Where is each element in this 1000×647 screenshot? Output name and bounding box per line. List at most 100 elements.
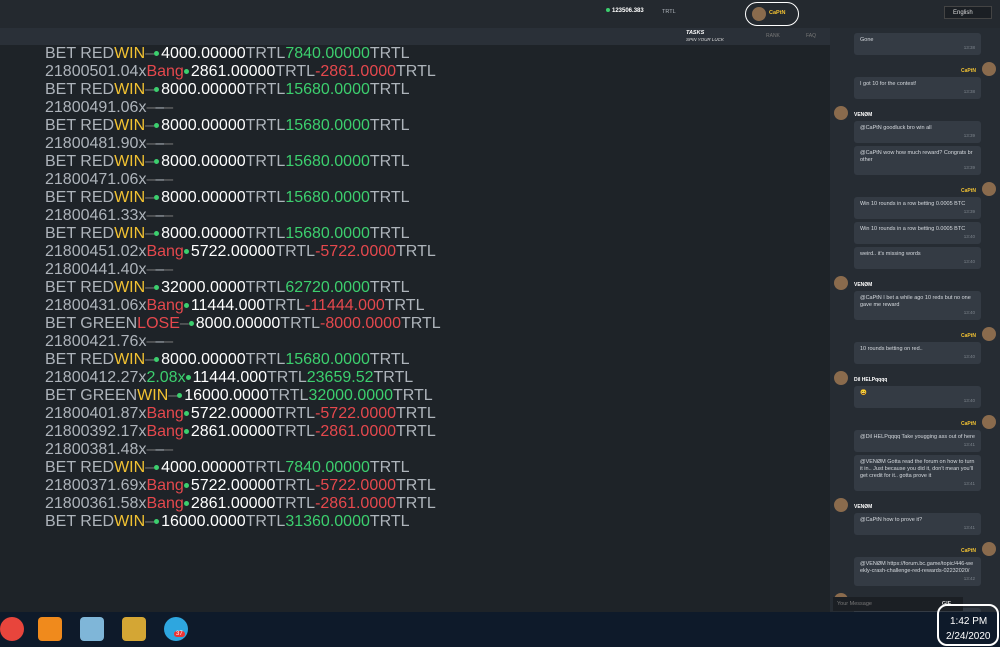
- coin: [183, 501, 189, 507]
- cell-text: BET RED: [45, 351, 115, 368]
- cell-f: -2861.0000: [315, 495, 396, 512]
- telegram-icon[interactable]: 37: [164, 617, 188, 641]
- chat-avatar: [982, 62, 996, 76]
- table-row: 21800471.06x–––: [45, 171, 475, 189]
- currency[interactable]: TRTL: [662, 9, 676, 15]
- coin: [154, 357, 160, 363]
- chat-time: 13:40: [963, 354, 975, 359]
- cell-text: TRTL: [369, 45, 410, 62]
- rank[interactable]: RANK: [766, 33, 780, 39]
- cell-text: WIN: [114, 153, 146, 170]
- cell-text: –: [145, 279, 155, 296]
- cell-f: 32000.0000: [308, 387, 393, 404]
- cell-f: 62720.0000: [285, 279, 370, 296]
- cell-a: 2180036: [45, 495, 107, 512]
- cell-b: 1.06x: [107, 297, 146, 314]
- cell-text: WIN: [114, 351, 146, 368]
- cell-b: 2.27x: [107, 369, 146, 386]
- cell-c: –: [145, 45, 154, 62]
- chat-text: @CaPtN wow how much reward? Congrats bro…: [860, 150, 973, 163]
- spin[interactable]: SPIN YOUR LUCK: [686, 37, 724, 42]
- cell-b: 1.48x: [107, 441, 146, 458]
- coin: [183, 483, 189, 489]
- cell-text: –: [146, 135, 156, 152]
- tasks[interactable]: TASKS: [686, 30, 705, 36]
- cell-e: TRTL: [275, 477, 315, 494]
- cell-text: –: [146, 99, 156, 116]
- cell-text: TRTL: [369, 189, 410, 206]
- language-select[interactable]: English: [944, 6, 992, 19]
- cell-f: 15680.0000: [285, 81, 370, 98]
- cell-text: TRTL: [245, 459, 286, 476]
- cell-text: 15680.0000: [285, 225, 370, 242]
- cell-f: 7840.00000: [285, 45, 370, 62]
- cell-text: 2180044: [45, 261, 108, 278]
- faq[interactable]: FAQ: [806, 33, 817, 39]
- cell-text: WIN: [137, 387, 169, 404]
- cell-c: –: [146, 207, 155, 224]
- balance[interactable]: 123506.383: [606, 8, 644, 14]
- cell-d: 2861.00000: [183, 495, 275, 512]
- chat-avatar: [982, 327, 996, 341]
- cell-text: -8000.0000: [320, 315, 401, 332]
- cell-b: 1.06x: [107, 99, 146, 116]
- cell-c: –: [145, 81, 154, 98]
- cell-f: -5722.0000: [315, 243, 396, 260]
- cell-d: –: [155, 441, 164, 458]
- cell-c: –: [145, 153, 154, 170]
- chat-avatar: [834, 498, 848, 512]
- cell-text: 2180039: [45, 423, 108, 440]
- cell-d: –: [155, 171, 164, 188]
- cell-d: 11444.000: [185, 369, 267, 386]
- cell-text: 16000.0000: [184, 387, 269, 404]
- cell-e: TRTL: [275, 63, 315, 80]
- cell-text: 15680.0000: [285, 153, 370, 170]
- cell-text: 1.02x: [107, 243, 147, 260]
- cell-text: 2180049: [45, 99, 108, 116]
- cell-g: TRTL: [370, 45, 410, 62]
- chrome-icon[interactable]: [0, 617, 24, 641]
- cell-a: 2180045: [45, 243, 107, 260]
- cell-e: TRTL: [275, 423, 315, 440]
- cell-f: 7840.00000: [285, 459, 370, 476]
- vlc-icon[interactable]: [38, 617, 62, 641]
- cell-g: TRTL: [370, 459, 410, 476]
- cell-f: 15680.0000: [285, 351, 370, 368]
- chat-username: VENØM: [854, 282, 873, 288]
- cell-d: 11444.000: [183, 297, 265, 314]
- chat-group: CaPtN 10 rounds betting on red.. 13:40: [830, 325, 1000, 369]
- cell-text: –: [155, 261, 165, 278]
- cell-text: –: [145, 189, 155, 206]
- cell-text: 2180050: [45, 63, 108, 80]
- cell-text: –: [146, 441, 156, 458]
- cell-g: TRTL: [393, 387, 433, 404]
- cell-a: BET RED: [45, 117, 114, 134]
- cell-a: BET GREEN: [45, 387, 137, 404]
- cell-a: 2180037: [45, 477, 107, 494]
- chat-text: Gone: [860, 37, 874, 43]
- cell-text: –: [164, 171, 174, 188]
- cell-text: WIN: [114, 459, 146, 476]
- cell-d: 5722.00000: [183, 477, 275, 494]
- username[interactable]: CaPtN: [769, 10, 786, 16]
- cell-text: -2861.0000: [315, 495, 397, 512]
- chat-bubble: Win 10 rounds in a row betting 0.0005 BT…: [854, 222, 981, 244]
- chat-bubble: 😄 13:40: [854, 386, 981, 408]
- cell-text: TRTL: [396, 243, 436, 260]
- cell-text: –: [145, 513, 155, 530]
- app-icon[interactable]: [80, 617, 104, 641]
- cell-a: BET RED: [45, 513, 114, 530]
- cell-c: –: [146, 171, 155, 188]
- cell-text: -5722.0000: [315, 477, 397, 494]
- table-row: 21800441.40x–––: [45, 261, 475, 279]
- cell-text: BET RED: [45, 189, 115, 206]
- cell-text: 1.76x: [107, 333, 147, 350]
- coin: [183, 69, 189, 75]
- clock-time: 1:42 PM: [950, 616, 988, 627]
- cell-f: –: [164, 99, 173, 116]
- app-icon[interactable]: [122, 617, 146, 641]
- cell-text: TRTL: [396, 495, 436, 512]
- cell-a: 2180047: [45, 171, 107, 188]
- cell-text: TRTL: [245, 351, 286, 368]
- cell-d: 8000.00000: [154, 189, 246, 206]
